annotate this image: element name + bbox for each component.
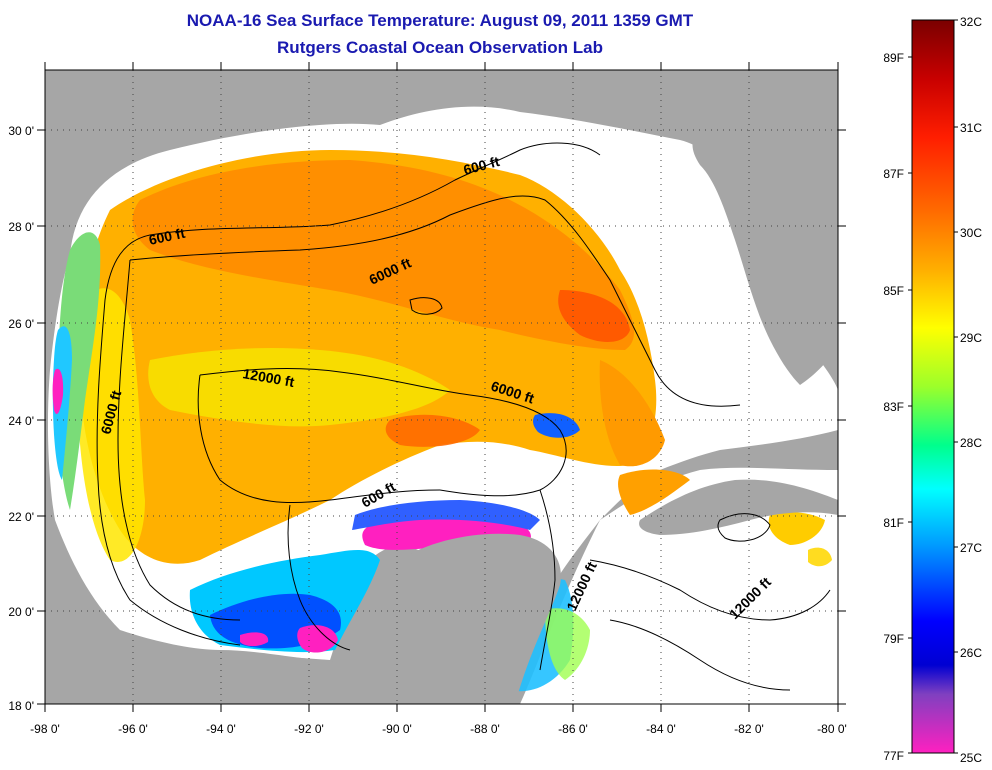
lon-tick-label: -82 0' [734,722,764,736]
contour-label: 600 ft [147,225,186,248]
fahrenheit-label: 87F [883,167,904,181]
lat-tick-label: 24 0' [8,414,34,428]
caribbean-water [520,467,838,704]
celsius-label: 31C [960,121,982,135]
lon-tick-label: -88 0' [470,722,500,736]
graticule [45,70,838,704]
lon-tick-label: -98 0' [30,722,60,736]
lon-tick-label: -90 0' [382,722,412,736]
map-title: NOAA-16 Sea Surface Temperature: August … [186,11,694,30]
lat-tick-label: 18 0' [8,699,34,713]
fahrenheit-label: 85F [883,284,904,298]
lat-tick-label: 20 0' [8,605,34,619]
fahrenheit-label: 89F [883,51,904,65]
fahrenheit-label: 79F [883,632,904,646]
mexico-south-land [45,640,346,704]
celsius-label: 25C [960,751,982,765]
lon-tick-label: -80 0' [817,722,847,736]
lat-tick-label: 30 0' [8,124,34,138]
map-subtitle: Rutgers Coastal Ocean Observation Lab [277,38,603,57]
florida-land [692,125,838,385]
cuba-land [639,479,838,535]
fahrenheit-label: 83F [883,400,904,414]
fahrenheit-label: 81F [883,516,904,530]
lat-tick-label: 22 0' [8,510,34,524]
celsius-label: 28C [960,436,982,450]
celsius-label: 27C [960,541,982,555]
map-frame [44,69,839,705]
lon-tick-label: -92 0' [294,722,324,736]
lon-tick-label: -84 0' [646,722,676,736]
yucatan-land [391,533,561,704]
lon-tick-label: -94 0' [206,722,236,736]
lat-tick-label: 28 0' [8,220,34,234]
celsius-label: 29C [960,331,982,345]
celsius-label: 26C [960,646,982,660]
celsius-label: 30C [960,226,982,240]
bathymetry-contours [96,142,831,691]
lon-tick-label: -86 0' [558,722,588,736]
lon-tick-label: -96 0' [118,722,148,736]
temperature-colorbar [911,19,955,754]
fahrenheit-label: 77F [883,749,904,763]
lat-tick-label: 26 0' [8,317,34,331]
celsius-label: 32C [960,15,982,29]
